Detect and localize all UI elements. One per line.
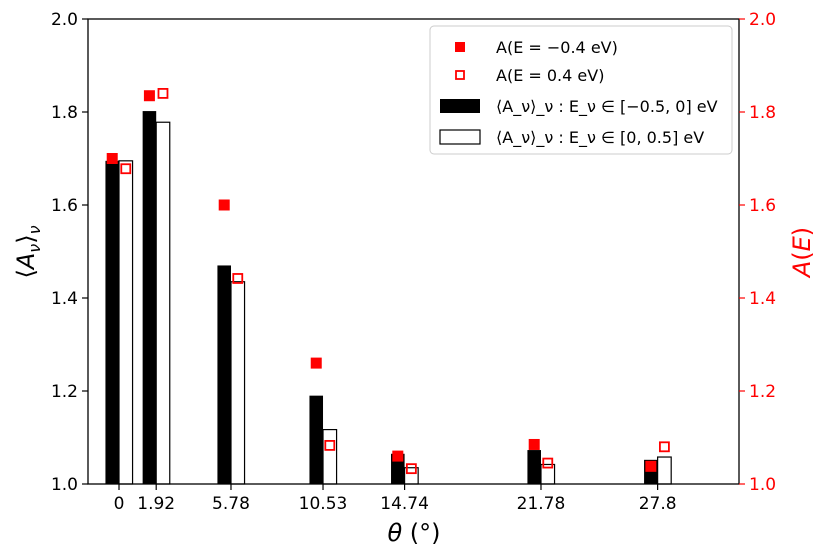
marker-filled-27.8	[645, 460, 657, 472]
legend-swatch-bar-filled	[440, 99, 480, 113]
y-tick-label-right: 1.0	[749, 475, 776, 495]
x-tick-label: 21.78	[517, 494, 566, 514]
bar-filled-5.78	[217, 265, 231, 484]
marker-filled-14.74	[392, 450, 404, 462]
y-tick-label-right: 1.6	[749, 196, 776, 216]
left-axis: 1.0 1.2 1.4 1.6 1.8 2.0	[51, 10, 88, 495]
bar-open-27.8	[657, 456, 672, 485]
marker-open-5.78	[232, 273, 244, 284]
y-tick-label-left: 1.6	[51, 196, 78, 216]
legend-label: A(E = 0.4 eV)	[496, 66, 604, 85]
marker-filled-10.53	[310, 357, 322, 369]
y-tick-label-left: 1.4	[51, 289, 78, 309]
marker-open-27.8	[659, 441, 670, 453]
legend-box	[429, 25, 733, 155]
plot-area	[105, 88, 672, 485]
bar-open-5.78	[230, 281, 246, 485]
marker-open-10.53	[324, 440, 336, 451]
bar-filled-10.53	[309, 395, 324, 484]
bar-open-0	[118, 160, 134, 485]
y-tick-label-left: 1.2	[51, 382, 78, 402]
bar-filled-0	[105, 160, 119, 484]
bar-open-1.92	[155, 121, 171, 485]
legend: A(E = −0.4 eV) A(E = 0.4 eV) ⟨A_ν⟩_ν : E_ν…	[429, 25, 733, 155]
x-tick-label: 0	[114, 494, 125, 514]
x-tick-label: 14.74	[380, 494, 429, 514]
legend-swatch-marker-open	[455, 70, 465, 80]
plot-frame	[87, 18, 740, 485]
y-tick-label-left: 2.0	[51, 10, 78, 30]
bar-filled-21.78	[527, 450, 541, 484]
x-tick-label: 5.78	[212, 494, 250, 514]
bar-open-10.53	[322, 428, 338, 485]
legend-label: A(E = −0.4 eV)	[496, 38, 618, 57]
marker-filled-1.92	[143, 90, 155, 102]
y-tick-label-right: 2.0	[749, 10, 776, 30]
x-tick-label: 1.92	[137, 494, 175, 514]
right-axis: 1.0 1.2 1.4 1.6 1.8 2.0	[739, 10, 776, 495]
marker-filled-21.78	[528, 438, 540, 450]
legend-label: ⟨A_ν⟩_ν : E_ν ∈ [0, 0.5] eV	[496, 128, 704, 148]
x-axis-label: θ (°)	[387, 519, 440, 547]
y-axis-label-left: ⟨Aν⟩ν	[12, 225, 44, 278]
x-tick-label: 27.8	[639, 494, 677, 514]
marker-open-14.74	[405, 463, 417, 475]
y-tick-label-right: 1.4	[749, 289, 776, 309]
y-tick-label-right: 1.8	[749, 103, 776, 123]
x-axis: 0 1.92 5.78 10.53 14.74 21.78 27.8	[114, 484, 677, 514]
y-axis-label-right: A(E)	[788, 227, 816, 279]
marker-open-1.92	[157, 88, 169, 99]
legend-label: ⟨A_ν⟩_ν : E_ν ∈ [−0.5, 0] eV	[496, 97, 718, 117]
marker-filled-5.78	[218, 199, 230, 211]
legend-swatch-bar-open	[439, 129, 481, 145]
bar-filled-1.92	[142, 111, 157, 484]
marker-open-21.78	[542, 457, 554, 469]
y-tick-label-right: 1.2	[749, 382, 776, 402]
y-tick-label-left: 1.0	[51, 475, 78, 495]
marker-open-0	[120, 163, 132, 175]
legend-swatch-marker-filled	[455, 42, 465, 52]
y-tick-label-left: 1.8	[51, 103, 78, 123]
marker-filled-0	[106, 153, 118, 164]
x-tick-label: 10.53	[299, 494, 348, 514]
